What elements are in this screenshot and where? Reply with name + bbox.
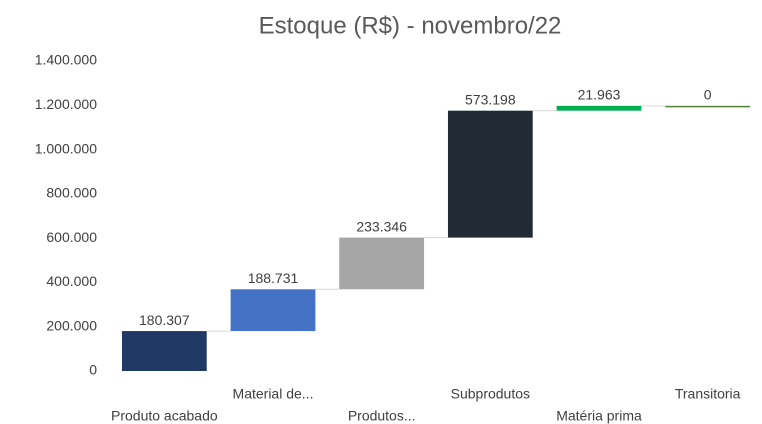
y-tick-label: 0 [89,362,97,378]
y-tick-label: 1.400.000 [35,52,97,68]
bar [230,289,316,332]
y-tick-label: 800.000 [46,185,97,201]
value-label: 0 [704,87,712,103]
chart-title: Estoque (R$) - novembro/22 [259,12,562,39]
bar [556,105,642,111]
bar [447,110,533,238]
bar [665,105,751,108]
value-label: 573.198 [465,91,516,107]
y-tick-label: 200.000 [46,317,97,333]
value-label: 180.307 [139,312,190,328]
value-label: 233.346 [356,218,407,234]
y-tick-label: 400.000 [46,273,97,289]
x-tick-label: Transitoria [675,386,741,402]
bar [121,331,207,371]
y-tick-label: 600.000 [46,229,97,245]
value-label: 21.963 [578,87,621,103]
y-tick-label: 1.000.000 [35,140,97,156]
value-label: 188.731 [248,270,299,286]
y-tick-label: 1.200.000 [35,96,97,112]
x-tick-label: Matéria prima [556,408,642,424]
x-tick-label: Subprodutos [451,386,530,402]
x-tick-label: Produto acabado [111,408,218,424]
x-tick-label: Produtos... [348,408,416,424]
x-tick-label: Material de... [233,386,314,402]
bar [339,237,425,290]
